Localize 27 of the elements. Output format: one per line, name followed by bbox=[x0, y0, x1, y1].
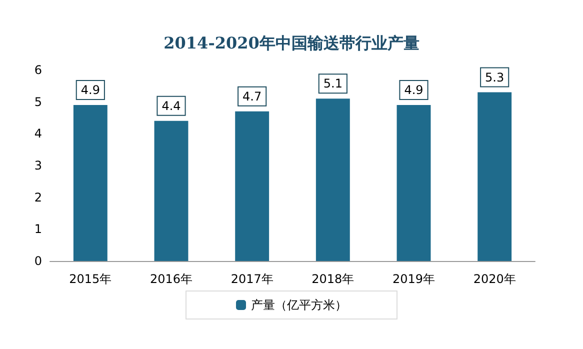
legend-label: 产量（亿平方米） bbox=[251, 298, 347, 312]
x-tick-label: 2018年 bbox=[312, 272, 354, 286]
y-tick-label: 0 bbox=[34, 254, 42, 268]
data-label: 4.7 bbox=[242, 89, 262, 104]
chart-title: 2014-2020年中国输送带行业产量 bbox=[164, 34, 420, 52]
y-tick-label: 6 bbox=[34, 63, 42, 77]
bar bbox=[396, 105, 431, 261]
data-label: 5.3 bbox=[485, 70, 504, 84]
x-tick-label: 2016年 bbox=[150, 272, 193, 286]
data-label: 4.9 bbox=[404, 83, 424, 98]
bar bbox=[154, 120, 188, 261]
y-tick-label: 1 bbox=[34, 222, 42, 236]
bar bbox=[73, 105, 108, 261]
y-tick-label: 5 bbox=[34, 94, 42, 109]
bar bbox=[235, 111, 270, 261]
data-label: 4.9 bbox=[80, 83, 100, 98]
x-tick-label: 2019年 bbox=[392, 272, 436, 286]
x-tick-label: 2015年 bbox=[69, 272, 112, 286]
bar bbox=[316, 98, 350, 261]
y-tick-label: 4 bbox=[34, 126, 42, 141]
bar bbox=[478, 92, 512, 261]
data-label: 5.1 bbox=[323, 76, 342, 91]
y-tick-label: 2 bbox=[34, 190, 42, 204]
x-tick-label: 2017年 bbox=[230, 272, 274, 286]
x-tick-label: 2020年 bbox=[473, 272, 516, 286]
data-label: 4.4 bbox=[162, 98, 181, 113]
y-tick-label: 3 bbox=[34, 158, 42, 172]
